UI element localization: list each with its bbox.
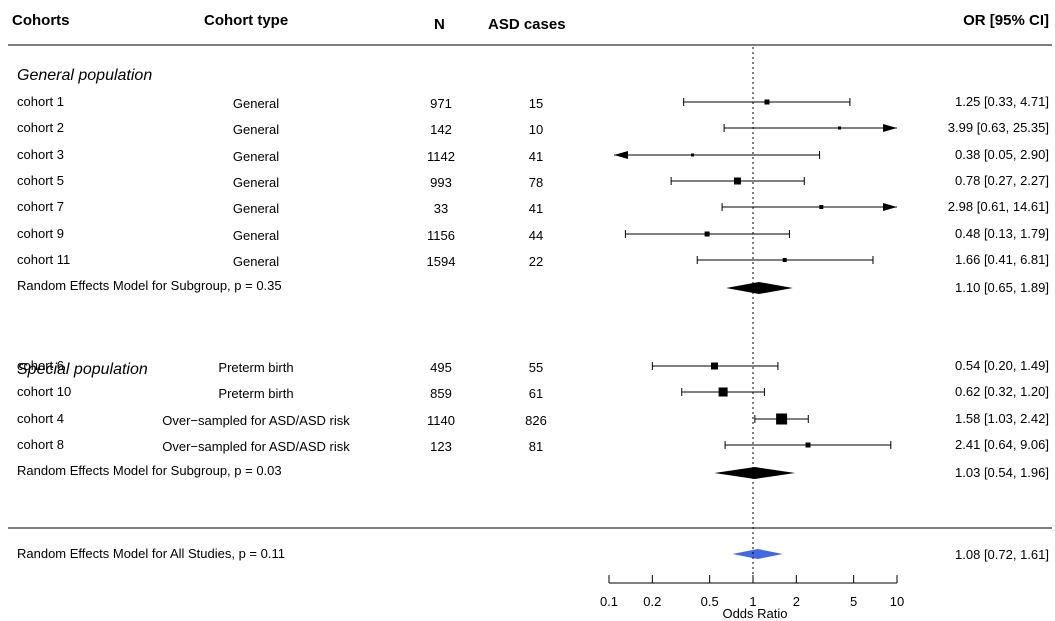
or-ci-label: 1.66 [0.41, 6.81]	[955, 252, 1049, 267]
or-ci-label: 1.25 [0.33, 4.71]	[955, 94, 1049, 109]
x-tick-label: 2	[793, 594, 800, 609]
cohort-n: 1156	[427, 228, 455, 243]
point-estimate	[733, 177, 741, 185]
subgroup-diamond	[714, 467, 796, 479]
cohort-n: 123	[430, 439, 452, 454]
cohort-n: 859	[430, 386, 452, 401]
cohort-n: 33	[434, 201, 448, 216]
overall-model-label: Random Effects Model for All Studies, p …	[17, 546, 285, 561]
cohort-name: cohort 5	[17, 173, 64, 188]
point-estimate	[710, 362, 718, 370]
cohort-name: cohort 2	[17, 120, 64, 135]
cohort-name: cohort 7	[17, 199, 64, 214]
cohort-name: cohort 4	[17, 411, 64, 426]
cohort-asd-cases: 41	[529, 149, 543, 164]
overall-diamond	[732, 549, 783, 559]
cohort-asd-cases: 55	[529, 360, 543, 375]
or-ci-label: 2.41 [0.64, 9.06]	[955, 437, 1049, 452]
cohort-name: cohort 3	[17, 147, 64, 162]
point-estimate	[764, 99, 770, 105]
subgroup-diamond	[726, 282, 793, 294]
cohort-n: 993	[430, 175, 452, 190]
cohort-type: Preterm birth	[218, 386, 293, 401]
x-tick-label: 0.1	[600, 594, 618, 609]
subgroup-or-ci: 1.10 [0.65, 1.89]	[955, 280, 1049, 295]
x-tick-label: 0.2	[643, 594, 661, 609]
cohort-type: General	[233, 201, 279, 216]
cohort-type: Preterm birth	[218, 360, 293, 375]
cohort-n: 1594	[427, 254, 456, 269]
or-ci-label: 0.54 [0.20, 1.49]	[955, 358, 1049, 373]
cohort-asd-cases: 78	[529, 175, 543, 190]
ci-arrow-high	[883, 203, 897, 211]
cohort-type: General	[233, 122, 279, 137]
cohort-type: General	[233, 228, 279, 243]
point-estimate	[704, 231, 710, 237]
point-estimate	[690, 153, 694, 157]
cohort-name: cohort 1	[17, 94, 64, 109]
cohort-n: 1142	[427, 149, 455, 164]
cohort-type: Over−sampled for ASD/ASD risk	[162, 439, 350, 454]
cohort-n: 1140	[427, 413, 455, 428]
overall-or-ci: 1.08 [0.72, 1.61]	[955, 547, 1049, 562]
cohort-asd-cases: 44	[529, 228, 543, 243]
cohort-n: 142	[430, 122, 452, 137]
cohort-name: cohort 9	[17, 226, 64, 241]
cohort-type: General	[233, 96, 279, 111]
or-ci-label: 0.78 [0.27, 2.27]	[955, 173, 1049, 188]
or-ci-label: 3.99 [0.63, 25.35]	[948, 120, 1049, 135]
ci-arrow-high	[883, 124, 897, 132]
x-axis: 0.1 0.2 0.5 1 2 5 10 Odds Ratio	[600, 575, 904, 621]
subgroup-or-ci: 1.03 [0.54, 1.96]	[955, 465, 1049, 480]
cohort-name: cohort 10	[17, 384, 71, 399]
point-estimate	[776, 413, 788, 425]
group-title-special: Special population	[17, 361, 148, 378]
cohort-asd-cases: 10	[529, 122, 543, 137]
or-ci-label: 1.58 [1.03, 2.42]	[955, 411, 1049, 426]
ci-arrow-low	[614, 151, 628, 159]
cohort-asd-cases: 826	[525, 413, 547, 428]
cohort-type: Over−sampled for ASD/ASD risk	[162, 413, 350, 428]
cohort-name: cohort 6	[17, 358, 64, 373]
study-rows: cohort 1 General 971 15 1.25 [0.33, 4.71] coh…	[17, 47, 1049, 583]
or-ci-label: 0.48 [0.13, 1.79]	[955, 226, 1049, 241]
cohort-asd-cases: 61	[529, 386, 543, 401]
header-cohorts: Cohorts	[12, 12, 70, 29]
cohort-n: 971	[430, 96, 452, 111]
cohort-type: General	[233, 149, 279, 164]
header-cohort-type: Cohort type	[204, 12, 288, 29]
cohort-name: cohort 8	[17, 437, 64, 452]
header-or-ci: OR [95% CI]	[963, 12, 1049, 29]
x-tick-label: 0.5	[701, 594, 719, 609]
point-estimate	[838, 126, 842, 130]
cohort-asd-cases: 22	[529, 254, 543, 269]
header-n: N	[434, 16, 445, 33]
or-ci-label: 2.98 [0.61, 14.61]	[948, 199, 1049, 214]
point-estimate	[819, 205, 824, 209]
x-tick-label: 1	[749, 594, 756, 609]
x-tick-label: 10	[890, 594, 904, 609]
cohort-type: General	[233, 254, 279, 269]
x-axis-label: Odds Ratio	[722, 606, 787, 621]
cohort-name: cohort 11	[17, 252, 70, 267]
cohort-asd-cases: 15	[529, 96, 543, 111]
x-tick-label: 5	[850, 594, 857, 609]
subgroup-model-label: Random Effects Model for Subgroup, p = 0…	[17, 463, 282, 478]
header-asd-cases: ASD cases	[488, 16, 566, 33]
or-ci-label: 0.62 [0.32, 1.20]	[955, 384, 1049, 399]
subgroup-model-label: Random Effects Model for Subgroup, p = 0…	[17, 278, 282, 293]
cohort-n: 495	[430, 360, 452, 375]
or-ci-label: 0.38 [0.05, 2.90]	[955, 147, 1049, 162]
point-estimate	[782, 258, 787, 262]
cohort-type: General	[233, 175, 279, 190]
cohort-asd-cases: 81	[529, 439, 543, 454]
point-estimate	[718, 387, 728, 397]
cohort-asd-cases: 41	[529, 201, 543, 216]
group-title-general: General population	[17, 67, 152, 84]
point-estimate	[805, 442, 811, 448]
